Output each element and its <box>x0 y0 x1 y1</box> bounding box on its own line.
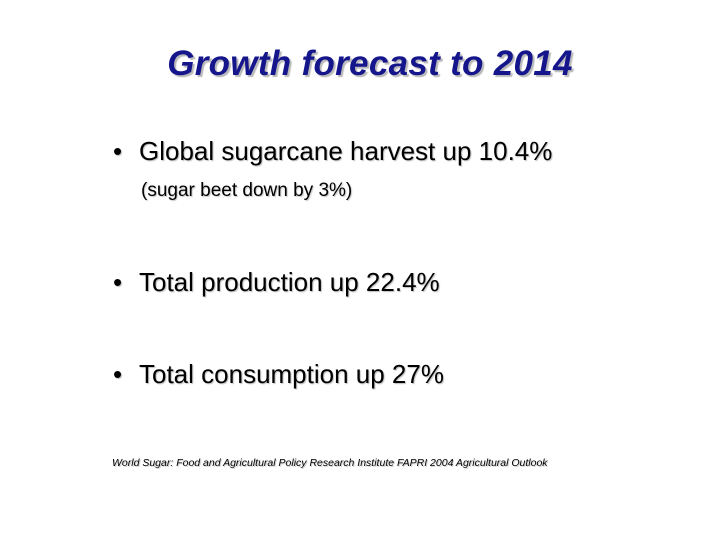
slide-title: Growth forecast to 2014 <box>167 44 573 83</box>
bullet-item: • Total consumption up 27% <box>113 359 444 390</box>
bullet-icon: • <box>113 267 123 297</box>
sub-note: (sugar beet down by 3%) <box>141 180 353 201</box>
bullet-item: • Global sugarcane harvest up 10.4% <box>113 136 552 167</box>
bullet-icon: • <box>113 359 123 389</box>
source-citation: World Sugar: Food and Agricultural Polic… <box>112 457 548 469</box>
bullet-icon: • <box>113 136 123 166</box>
bullet-text: Total production up 22.4% <box>139 267 440 297</box>
bullet-text: Total consumption up 27% <box>139 359 444 389</box>
bullet-item: • Total production up 22.4% <box>113 267 440 298</box>
bullet-text: Global sugarcane harvest up 10.4% <box>139 136 553 166</box>
